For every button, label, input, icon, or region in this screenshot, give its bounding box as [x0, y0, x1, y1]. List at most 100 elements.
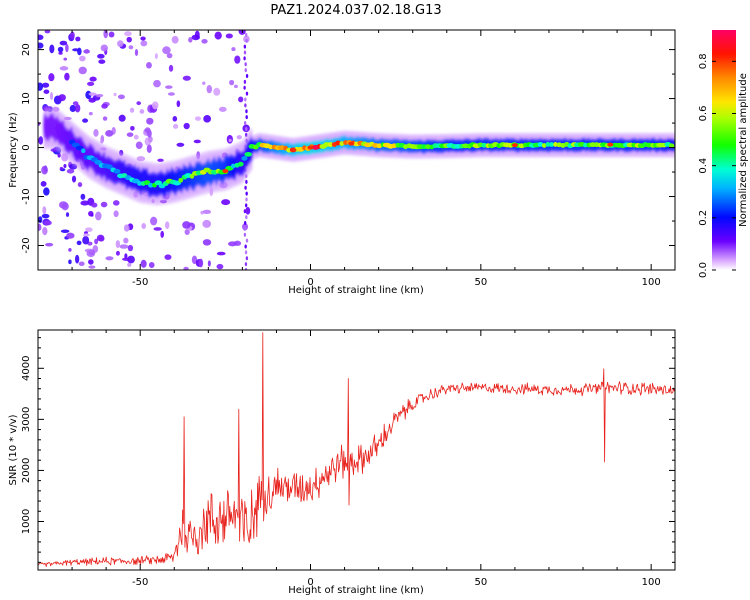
- spectrogram-speckle: [147, 129, 152, 138]
- spectrogram-speckle: [243, 226, 246, 231]
- spectrogram-speckle: [95, 211, 102, 221]
- spectrogram-speckle: [244, 244, 247, 249]
- spectrogram-speckle: [221, 199, 231, 206]
- spectrogram-speckle: [105, 256, 114, 261]
- spectrogram-speckle: [124, 31, 132, 37]
- spectrogram-speckle: [98, 59, 106, 64]
- spectrogram-speckle: [238, 96, 244, 103]
- spectrogram-speckle: [127, 262, 132, 267]
- y-tick-label: -10: [21, 188, 32, 204]
- y-tick-label: 2000: [21, 458, 32, 483]
- ridge-core: [425, 144, 431, 150]
- spectrogram-speckle: [38, 34, 44, 41]
- spectrogram-speckle: [126, 36, 132, 43]
- spectrogram-speckle: [148, 261, 155, 269]
- spectrogram-speckle: [173, 123, 179, 129]
- spectrogram-speckle: [45, 242, 54, 247]
- spectrogram-speckle: [234, 55, 241, 64]
- spectrogram-frame: [37, 29, 676, 271]
- spectrogram-speckle: [244, 250, 248, 255]
- y-tick-label: -20: [21, 237, 32, 253]
- spectrogram-speckle: [243, 209, 247, 214]
- spectrogram-speckle: [243, 56, 246, 61]
- spectrogram-speckle: [96, 234, 105, 242]
- spectrogram-speckle: [102, 116, 108, 121]
- spectrogram-speckle: [127, 255, 135, 264]
- spectrogram-speckle: [245, 238, 249, 243]
- spectrogram-speckle: [245, 256, 249, 261]
- spectrogram-speckle: [162, 46, 171, 55]
- ridge-core: [268, 144, 273, 150]
- spectrogram-speckle: [87, 81, 95, 86]
- spectrogram-panel: -50 0 50 100 -20 -10 0 10 20 Height of straight …: [8, 29, 676, 296]
- spectrogram-speckle: [59, 66, 69, 71]
- spectrogram-speckle: [82, 236, 90, 245]
- ridge-core: [173, 180, 181, 186]
- spectrogram-speckle: [214, 31, 222, 40]
- spectrogram-speckle: [202, 219, 212, 228]
- ridge-core: [237, 161, 244, 167]
- spectrogram-speckle: [82, 118, 89, 123]
- spectrogram-speckle: [134, 48, 139, 56]
- spectrogram-speckle: [245, 126, 248, 131]
- ridge-core: [327, 142, 334, 147]
- spectrogram-speckle: [243, 85, 246, 90]
- ridge-hotspot: [290, 148, 297, 152]
- spectrogram-speckle: [245, 91, 249, 96]
- ridge-core: [668, 143, 675, 149]
- ridge-core: [549, 142, 555, 147]
- spectrogram-speckle: [94, 238, 99, 245]
- spectrogram-speckle: [117, 94, 125, 100]
- ridge-core: [339, 141, 345, 147]
- ridge-core: [106, 164, 113, 170]
- spectrogram-speckle: [183, 266, 189, 270]
- spectrogram-speckle: [72, 101, 79, 106]
- spectrogram-speckle: [86, 249, 96, 258]
- ridge-core: [376, 143, 383, 149]
- ridge-core: [75, 145, 84, 151]
- snr-line-layer: [38, 332, 675, 567]
- spectrogram-speckle: [171, 35, 179, 44]
- spectrogram-speckle: [133, 134, 139, 140]
- x-tick-label: 100: [642, 277, 661, 288]
- spectrogram-speckle: [129, 107, 135, 113]
- spectrogram-speckle: [136, 101, 142, 106]
- ridge-hotspot: [607, 142, 614, 147]
- spectrogram-speckle: [231, 47, 236, 52]
- spectrogram-speckle: [100, 44, 108, 52]
- spectrogram-speckle: [66, 168, 75, 174]
- snr-series-line: [38, 332, 675, 567]
- snr-xlabel: Height of straight line (km): [288, 585, 424, 596]
- x-tick-label: 0: [307, 577, 313, 588]
- ridge-hotspot: [511, 143, 518, 148]
- spectrogram-speckle: [49, 44, 55, 54]
- colorbar-tick-label: 0.6: [698, 106, 709, 122]
- spectrogram-speckle: [245, 32, 248, 37]
- spectrogram-speckle: [233, 84, 238, 89]
- spectrogram-speckle: [80, 200, 90, 206]
- spectrogram-speckle: [49, 92, 54, 101]
- spectrogram-speckle: [65, 212, 70, 217]
- ridge-core: [137, 181, 142, 186]
- spectrogram-speckle: [75, 254, 80, 264]
- spectrogram-speckle: [225, 33, 233, 39]
- spectrogram-speckle: [203, 115, 212, 123]
- ridge-hotspot: [307, 145, 314, 150]
- spectrogram-speckle: [118, 114, 126, 122]
- spectrogram-speckle: [148, 136, 153, 143]
- spectrogram-speckle: [243, 121, 247, 126]
- spectrogram-xlabel: Height of straight line (km): [288, 285, 424, 296]
- spectrogram-speckle: [243, 44, 247, 49]
- y-tick-label: 0: [21, 144, 32, 150]
- ridge-hotspot: [348, 141, 355, 146]
- spectrogram-speckle: [123, 224, 130, 232]
- spectrogram-speckle: [63, 163, 67, 169]
- spectrogram-speckle: [206, 85, 213, 94]
- spectrogram-speckle: [140, 40, 148, 47]
- spectrogram-speckle: [41, 213, 50, 219]
- spectrogram-ticks: -50 0 50 100 -20 -10 0 10 20: [21, 30, 675, 288]
- spectrogram-speckle: [85, 227, 93, 233]
- spectrogram-speckle: [57, 46, 64, 53]
- y-tick-label: 10: [21, 92, 32, 105]
- spectrogram-speckle: [50, 148, 58, 152]
